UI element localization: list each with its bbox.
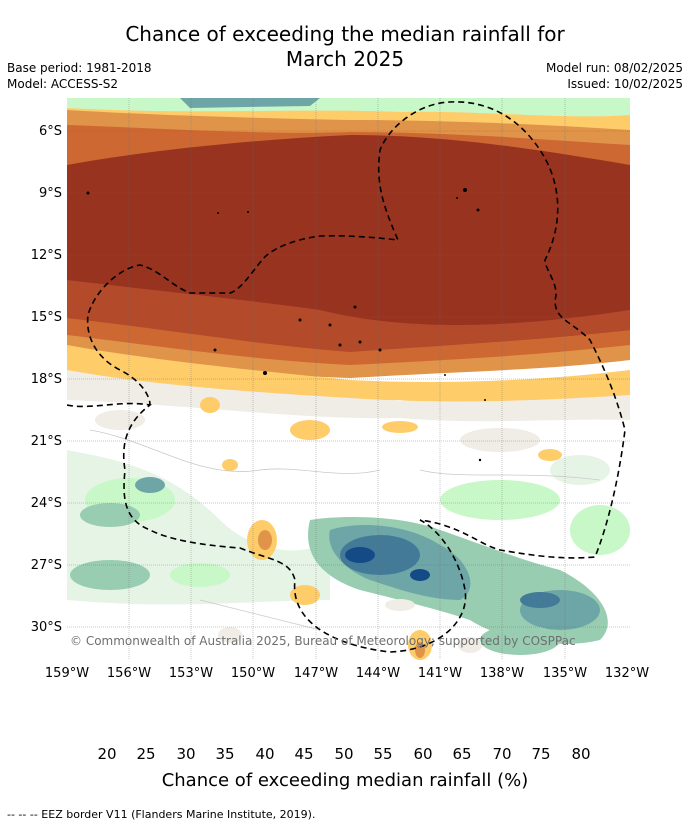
rainfall-map — [67, 98, 630, 660]
lat-label: 15°S — [30, 310, 62, 325]
lat-label: 24°S — [30, 496, 62, 511]
model-run-text: Model run: 08/02/2025 — [545, 61, 683, 75]
colorbar-tick: 20 — [97, 745, 117, 763]
title-line-1: Chance of exceeding the median rainfall … — [125, 22, 565, 46]
colorbar-tick: 45 — [294, 745, 314, 763]
colorbar-title: Chance of exceeding median rainfall (%) — [161, 770, 529, 791]
lat-label: 6°S — [38, 124, 62, 139]
lon-label: 132°W — [604, 666, 650, 681]
colorbar-tick: 70 — [492, 745, 512, 763]
lon-label: 138°W — [479, 666, 525, 681]
lat-label: 21°S — [30, 434, 62, 449]
colorbar-tick: 40 — [255, 745, 275, 763]
colorbar-tick: 25 — [136, 745, 156, 763]
lon-label: 153°W — [168, 666, 214, 681]
issued-text: Issued: 10/02/2025 — [567, 77, 683, 91]
lat-label: 18°S — [30, 372, 62, 387]
lat-label: 27°S — [30, 558, 62, 573]
lon-label: 147°W — [293, 666, 339, 681]
lon-label: 159°W — [44, 666, 90, 681]
lat-label: 30°S — [30, 620, 62, 635]
base-period-text: Base period: 1981-2018 — [7, 61, 152, 75]
run-info-left: Base period: 1981-2018 Model: ACCESS-S2 — [7, 60, 152, 92]
copyright-notice: © Commonwealth of Australia 2025, Bureau… — [70, 634, 576, 648]
title-line-2: March 2025 — [285, 47, 405, 71]
colorbar-tick: 75 — [531, 745, 551, 763]
colorbar-tick: 65 — [452, 745, 472, 763]
colorbar-tick: 60 — [413, 745, 433, 763]
run-info-right: Model run: 08/02/2025 Issued: 10/02/2025 — [546, 60, 683, 92]
lon-label: 150°W — [230, 666, 276, 681]
colorbar-tick: 35 — [215, 745, 235, 763]
colorbar-tick: 80 — [571, 745, 591, 763]
colorbar-tick: 30 — [176, 745, 196, 763]
map-title: Chance of exceeding the median rainfall … — [0, 22, 690, 72]
lon-label: 156°W — [106, 666, 152, 681]
lon-label: 135°W — [542, 666, 588, 681]
model-text: Model: ACCESS-S2 — [7, 77, 119, 91]
colorbar-tick: 50 — [334, 745, 354, 763]
colorbar-tick: 55 — [373, 745, 393, 763]
lat-label: 12°S — [30, 248, 62, 263]
lon-label: 141°W — [417, 666, 463, 681]
eez-border — [67, 101, 626, 653]
map-field — [67, 98, 630, 660]
lon-label: 144°W — [355, 666, 401, 681]
eez-footnote: -- -- -- EEZ border V11 (Flanders Marine… — [7, 808, 316, 821]
lat-label: 9°S — [38, 186, 62, 201]
